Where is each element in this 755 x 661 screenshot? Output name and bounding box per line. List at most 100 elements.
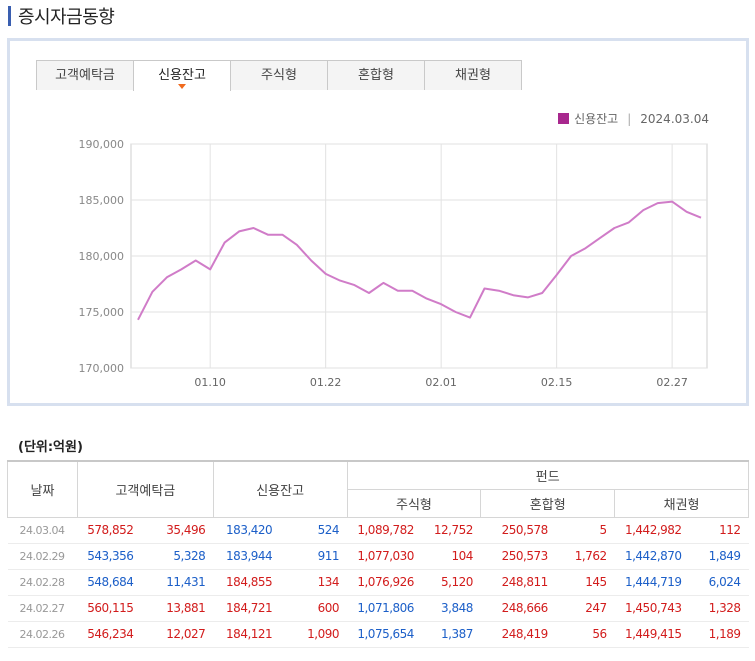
cell-date: 24.02.26 (7, 621, 78, 648)
y-tick-label: 180,000 (79, 250, 125, 263)
table-cell: 1,444,719 (614, 569, 690, 596)
table-cell: 35,496 (141, 517, 214, 544)
y-tick-label: 170,000 (79, 362, 125, 375)
caret-down-icon (178, 84, 186, 89)
table-row: 24.02.26 546,234 12,027 184,121 1,090 1,075,6… (7, 621, 749, 648)
header-deposit: 고객예탁금 (76, 460, 214, 518)
header-stock: 주식형 (346, 488, 482, 518)
table-row: 24.02.29 543,356 5,328 183,944 911 1,077,030 1… (7, 543, 749, 570)
x-tick-label: 01.10 (194, 376, 226, 389)
table-row: 24.02.28 548,684 11,431 184,855 134 1,076,926… (7, 569, 749, 596)
tab-bond-fund[interactable]: 채권형 (424, 60, 522, 90)
table-cell: 248,811 (480, 569, 556, 596)
tab-label: 혼합형 (358, 68, 394, 83)
table-cell: 250,573 (480, 543, 556, 570)
unit-label: (단위:억원) (18, 440, 83, 455)
tab-label: 고객예탁금 (55, 68, 115, 83)
table-cell: 5 (555, 517, 615, 544)
table-cell: 1,071,806 (347, 595, 422, 622)
table-cell: 1,189 (689, 621, 749, 648)
table-cell: 1,387 (421, 621, 481, 648)
table-cell: 183,420 (213, 517, 281, 544)
line-chart: 170,000 175,000 180,000 185,000 190,000 01.10… (79, 138, 708, 389)
table-cell: 247 (555, 595, 615, 622)
table-cell: 1,442,870 (614, 543, 690, 570)
table-row: 24.03.04 578,852 35,496 183,420 524 1,089,782… (7, 517, 749, 544)
table-cell: 600 (280, 595, 347, 622)
table-cell: 112 (689, 517, 749, 544)
tab-credit-balance[interactable]: 신용잔고 (133, 60, 231, 91)
table-cell: 248,666 (480, 595, 556, 622)
table-cell: 1,849 (689, 543, 749, 570)
y-tick-label: 185,000 (79, 194, 125, 207)
chart-tabs: 고객예탁금 신용잔고 주식형 혼합형 채권형 (36, 60, 522, 91)
chart-panel: 고객예탁금 신용잔고 주식형 혼합형 채권형 신용잔고 | 2024.03.04… (7, 38, 749, 406)
section-title: 증시자금동향 (8, 3, 115, 29)
table-cell: 6,024 (689, 569, 749, 596)
table-cell: 1,075,654 (347, 621, 422, 648)
tab-mixed-fund[interactable]: 혼합형 (327, 60, 425, 90)
cell-date: 24.02.29 (7, 543, 78, 570)
title-accent-bar (8, 6, 11, 26)
table-cell: 1,442,982 (614, 517, 690, 544)
table-cell: 104 (421, 543, 481, 570)
table-cell: 184,721 (213, 595, 281, 622)
table-cell: 184,855 (213, 569, 281, 596)
tab-label: 채권형 (455, 68, 491, 83)
table-cell: 248,419 (480, 621, 556, 648)
tab-label: 신용잔고 (158, 68, 206, 83)
legend-date: 2024.03.04 (640, 111, 709, 126)
table-cell: 524 (280, 517, 347, 544)
table-cell: 250,578 (480, 517, 556, 544)
header-fund: 펀드 (346, 460, 749, 490)
table-cell: 11,431 (141, 569, 214, 596)
legend-series: 신용잔고 (574, 112, 619, 126)
table-cell: 578,852 (77, 517, 142, 544)
header-credit: 신용잔고 (212, 460, 348, 518)
table-cell: 145 (555, 569, 615, 596)
y-tick-label: 175,000 (79, 306, 125, 319)
table-cell: 1,090 (280, 621, 347, 648)
table-cell: 1,076,926 (347, 569, 422, 596)
tab-deposit[interactable]: 고객예탁금 (36, 60, 134, 90)
series-line-credit-balance (137, 200, 702, 321)
table-cell: 911 (280, 543, 347, 570)
table-cell: 12,027 (141, 621, 214, 648)
table-cell: 134 (280, 569, 347, 596)
table-cell: 1,450,743 (614, 595, 690, 622)
table-cell: 543,356 (77, 543, 142, 570)
table-cell: 5,120 (421, 569, 481, 596)
table-cell: 3,848 (421, 595, 481, 622)
table-cell: 1,449,415 (614, 621, 690, 648)
tab-stock-fund[interactable]: 주식형 (230, 60, 328, 90)
chart-legend: 신용잔고 | 2024.03.04 (558, 110, 709, 127)
table-cell: 1,077,030 (347, 543, 422, 570)
table-cell: 1,328 (689, 595, 749, 622)
page-title: 증시자금동향 (18, 7, 115, 28)
header-bond: 채권형 (614, 488, 749, 518)
table-cell: 183,944 (213, 543, 281, 570)
x-tick-label: 02.15 (541, 376, 573, 389)
tab-label: 주식형 (261, 68, 297, 83)
table-cell: 12,752 (421, 517, 481, 544)
table-cell: 560,115 (77, 595, 142, 622)
fund-flow-table: 날짜 고객예탁금 신용잔고 펀드 주식형 혼합형 채권형 24.03.04 578… (7, 460, 749, 648)
cell-date: 24.02.28 (7, 569, 78, 596)
header-date: 날짜 (7, 460, 78, 518)
table-cell: 56 (555, 621, 615, 648)
table-cell: 546,234 (77, 621, 142, 648)
table-cell: 5,328 (141, 543, 214, 570)
table-cell: 1,762 (555, 543, 615, 570)
table-cell: 548,684 (77, 569, 142, 596)
legend-swatch (558, 113, 570, 124)
y-tick-label: 190,000 (79, 138, 125, 151)
x-tick-label: 01.22 (310, 376, 342, 389)
table-cell: 184,121 (213, 621, 281, 648)
table-cell: 1,089,782 (347, 517, 422, 544)
cell-date: 24.03.04 (7, 517, 78, 544)
table-row: 24.02.27 560,115 13,881 184,721 600 1,071,806… (7, 595, 749, 622)
x-tick-label: 02.01 (425, 376, 457, 389)
cell-date: 24.02.27 (7, 595, 78, 622)
legend-separator: | (627, 111, 632, 126)
header-mixed: 혼합형 (480, 488, 616, 518)
